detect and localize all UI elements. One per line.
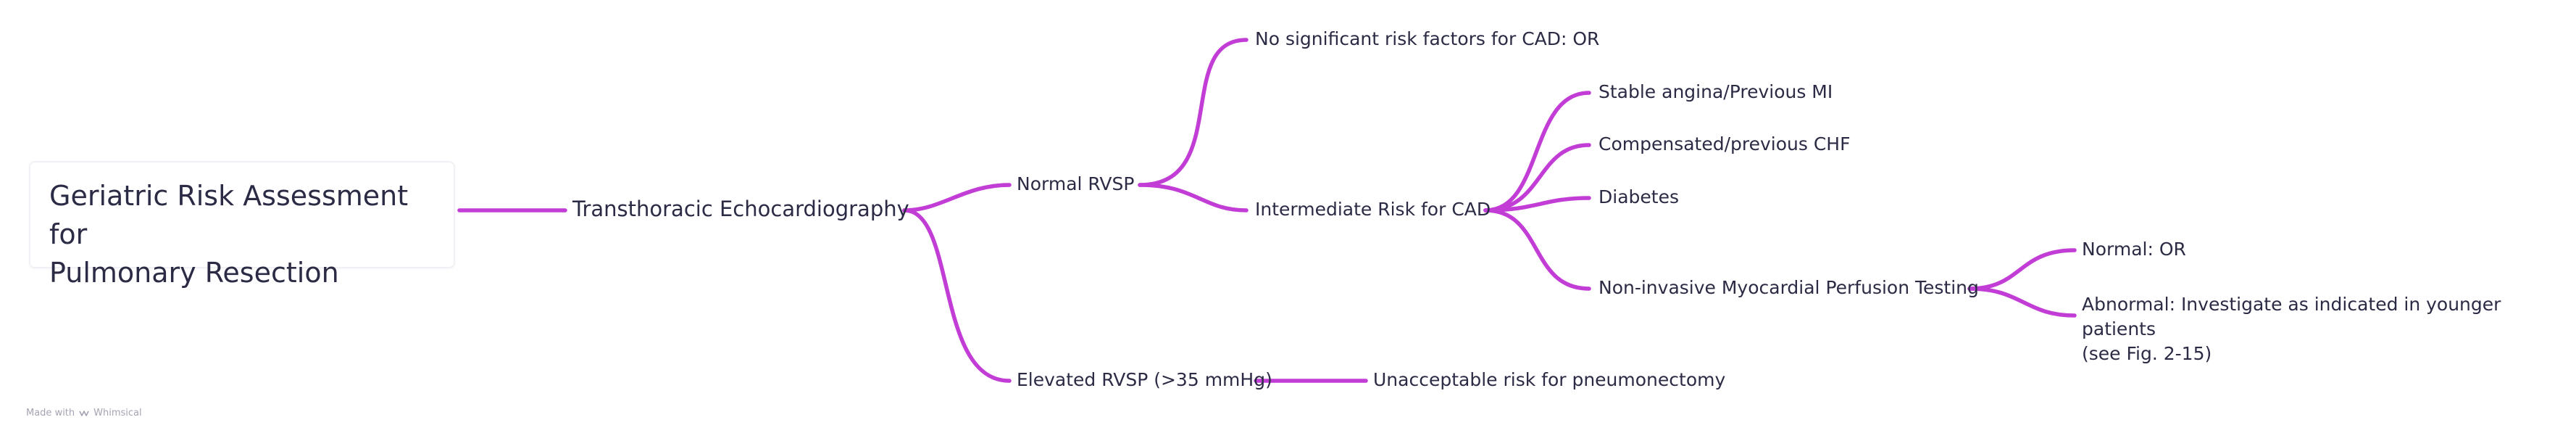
connector-tte-normal <box>902 183 1012 213</box>
node-perfusion-testing[interactable]: Non-invasive Myocardial Perfusion Testin… <box>1598 277 1979 298</box>
connector-perfusion-normal <box>1967 248 2077 291</box>
node-no-significant-risk[interactable]: No significant risk factors for CAD: OR <box>1255 28 1600 49</box>
node-elevated-rvsp[interactable]: Elevated RVSP (>35 mmHg) <box>1017 369 1272 390</box>
whimsical-brand: Whimsical <box>93 408 142 418</box>
node-compensated-chf[interactable]: Compensated/previous CHF <box>1598 133 1851 154</box>
connector-intermediate-chf <box>1483 143 1591 213</box>
node-stable-angina[interactable]: Stable angina/Previous MI <box>1598 81 1833 102</box>
node-transthoracic-echocardiography[interactable]: Transthoracic Echocardiography <box>572 197 909 221</box>
connector-tte-elevated <box>902 208 1012 383</box>
abnormal-line2: (see Fig. 2-15) <box>2082 343 2212 364</box>
connector-intermediate-angina <box>1483 91 1591 213</box>
connector-normal-intermediate <box>1138 183 1249 213</box>
whimsical-logo-icon <box>79 410 89 416</box>
made-with-label: Made with <box>26 408 75 418</box>
node-abnormal[interactable]: Abnormal: Investigate as indicated in yo… <box>2082 292 2546 366</box>
connector-normal-norisk <box>1138 38 1249 187</box>
node-diabetes[interactable]: Diabetes <box>1598 186 1679 207</box>
node-normal-or[interactable]: Normal: OR <box>2082 239 2186 260</box>
connector-perfusion-abnormal <box>1967 286 2077 318</box>
abnormal-line1: Abnormal: Investigate as indicated in yo… <box>2082 294 2501 339</box>
node-unacceptable-risk[interactable]: Unacceptable risk for pneumonectomy <box>1373 369 1726 390</box>
connector-intermediate-perfusion <box>1483 208 1591 291</box>
root-title-line1: Geriatric Risk Assessment for <box>49 180 409 250</box>
made-with-watermark[interactable]: Made with Whimsical <box>26 408 142 418</box>
connector-intermediate-diabetes <box>1483 196 1591 213</box>
root-node[interactable]: Geriatric Risk Assessment for Pulmonary … <box>29 161 455 289</box>
node-intermediate-risk[interactable]: Intermediate Risk for CAD <box>1255 199 1491 220</box>
root-title-line2: Pulmonary Resection <box>49 257 339 289</box>
node-normal-rvsp[interactable]: Normal RVSP <box>1017 173 1135 194</box>
